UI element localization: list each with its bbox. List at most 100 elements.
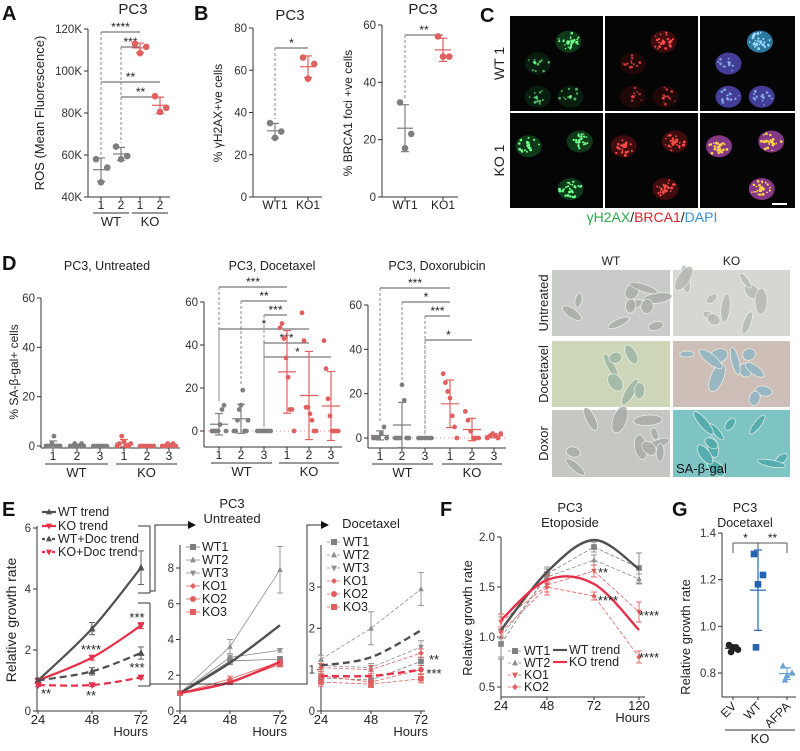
- focus-dot: [566, 41, 569, 44]
- y-axis-label: % SA-β-gal+ cells: [7, 324, 21, 419]
- y-tick-label: 4: [168, 635, 175, 647]
- focus-dot: [723, 143, 726, 146]
- data-point: [305, 404, 311, 410]
- data-point: [233, 428, 239, 434]
- focus-dot: [638, 61, 641, 64]
- e-connector-arrows: [138, 521, 329, 687]
- data-point: [759, 571, 767, 579]
- focus-dot: [630, 54, 634, 57]
- significance-label: **: [41, 686, 51, 701]
- focus-dot: [520, 149, 524, 152]
- focus-dot: [571, 183, 574, 186]
- row-label: Untreated: [536, 274, 551, 331]
- data-point: [750, 550, 758, 558]
- focus-dot: [734, 97, 737, 100]
- focus-dot: [672, 183, 675, 187]
- legend-marker: [46, 508, 52, 515]
- cell: [565, 458, 586, 476]
- focus-dot: [570, 189, 573, 192]
- trend-line: [179, 624, 281, 695]
- panel-label-b: B: [194, 3, 208, 25]
- group-label: WT: [101, 214, 121, 229]
- focus-dot: [569, 45, 573, 48]
- x-tick-label: 2: [469, 449, 476, 463]
- cell: [698, 349, 723, 370]
- data-point: [476, 435, 482, 441]
- focus-dot: [523, 149, 526, 152]
- series-ko-trend: [500, 575, 640, 631]
- y-tick-label: 0: [356, 433, 362, 445]
- y-tick-label: 0: [309, 706, 315, 718]
- cell: [641, 440, 657, 456]
- y-tick-label: 60: [234, 65, 247, 77]
- focus-dot: [753, 89, 757, 93]
- y-tick-label: 20: [363, 135, 376, 147]
- focus-dot: [570, 39, 573, 42]
- focus-dot: [757, 40, 760, 43]
- focus-dot: [671, 38, 674, 41]
- panel-d-micrographs: WT KO Untreated Docetaxel Doxor SA-β-gal: [536, 254, 790, 477]
- focus-dot: [748, 41, 751, 43]
- x-tick-label: KO1: [431, 198, 455, 212]
- data-point: [445, 389, 451, 394]
- y-tick-label: 60: [349, 300, 362, 312]
- x-tick-label: AFPA: [762, 699, 793, 730]
- legend-label: WT+Doc trend: [58, 532, 139, 546]
- arrowhead-icon: [321, 521, 329, 529]
- cell: [741, 311, 753, 335]
- data-point: [301, 338, 307, 344]
- series-wt-doc-trend: [37, 652, 142, 682]
- y-tick-label: 40: [234, 108, 247, 120]
- y-tick-label: 0: [241, 192, 247, 204]
- focus-dot: [665, 88, 669, 91]
- data-point: [279, 321, 285, 326]
- focus-dot: [659, 194, 662, 197]
- focus-dot: [670, 149, 673, 152]
- focus-dot: [728, 61, 731, 64]
- data-point: [88, 654, 96, 662]
- focus-dot: [585, 136, 588, 138]
- y-tick-label: 1.0: [700, 621, 716, 633]
- focus-dot: [669, 139, 673, 142]
- y-tick-label: 6: [25, 523, 31, 535]
- x-tick-label: 3: [422, 449, 429, 463]
- focus-dot: [731, 64, 735, 67]
- x-axis-label: Hours: [252, 724, 287, 739]
- legend-marker: [46, 535, 52, 542]
- focus-dot: [729, 98, 733, 102]
- legend-marker: [331, 565, 337, 572]
- stain-label: SA-β-gal: [676, 461, 727, 476]
- significance-label: ***: [246, 275, 260, 289]
- data-point: [418, 650, 424, 656]
- significance-label: *: [424, 290, 429, 304]
- focus-dot: [558, 187, 561, 191]
- legend-label: KO2: [524, 680, 549, 694]
- data-point: [88, 624, 96, 632]
- data-point: [291, 428, 297, 434]
- group-label: KO: [463, 465, 482, 480]
- focus-dot: [659, 191, 662, 194]
- focus-dot: [767, 43, 770, 47]
- focus-dot: [655, 38, 659, 42]
- y-tick-label: 40: [22, 342, 35, 354]
- chart-b1: 0 20 40 60 80 % γH2AX+ve cells PC3 WT1 KO1 *: [211, 7, 322, 212]
- focus-dot: [666, 95, 670, 98]
- group-label: WT: [231, 464, 251, 479]
- focus-dot: [674, 140, 677, 144]
- legend-label: KO2: [202, 592, 227, 606]
- caption-part: /: [681, 209, 685, 225]
- focus-dot: [768, 94, 771, 98]
- significance-label: ****: [81, 642, 101, 657]
- focus-dot: [676, 143, 678, 146]
- focus-dot: [681, 143, 685, 147]
- focus-dot: [564, 43, 566, 46]
- focus-dot: [538, 99, 542, 103]
- data-point: [591, 593, 597, 599]
- focus-dot: [779, 140, 783, 144]
- focus-dot: [671, 139, 674, 142]
- y-tick-label: 2: [25, 645, 31, 657]
- focus-dot: [756, 32, 760, 36]
- focus-dot: [622, 149, 624, 152]
- caption-part: /: [630, 209, 634, 225]
